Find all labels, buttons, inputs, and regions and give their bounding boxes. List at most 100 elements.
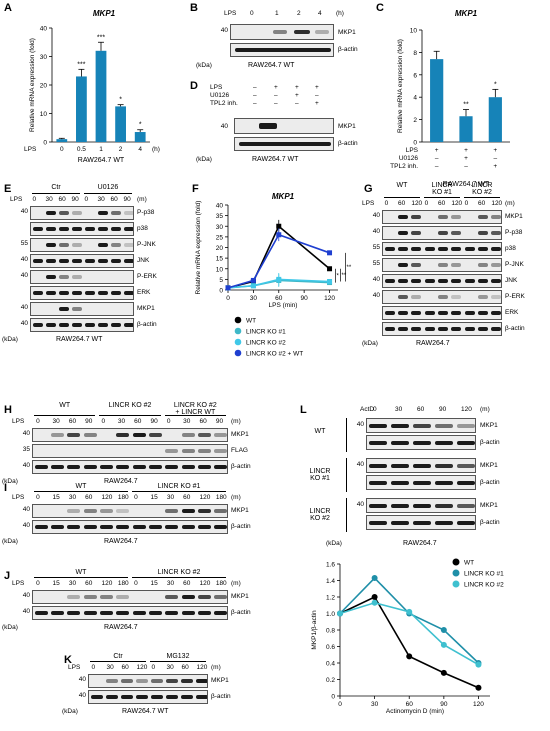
band [148, 611, 163, 615]
band [424, 327, 435, 331]
blot-row [366, 515, 476, 530]
blot-panel-e: Ctr U0126 LPS 0 30 60 90 0 30 60 90 (m) P-p38 p38 P-JN… [0, 180, 190, 390]
x-tick-label: 60 [275, 295, 283, 302]
group-label: LINCR KO #2 + LINCR WT [173, 402, 217, 416]
band [83, 509, 97, 513]
lane-2: 2 [297, 10, 301, 17]
mw-marker: 40 [20, 304, 28, 311]
row-label: MKP1 [480, 462, 498, 469]
condition-mark: + [435, 147, 439, 154]
band [71, 227, 82, 231]
band [45, 227, 56, 231]
data-point [327, 250, 333, 256]
row-label: β-actin [137, 321, 157, 328]
group-underline [164, 415, 226, 416]
band [477, 295, 489, 299]
row-label: β-actin [231, 609, 251, 616]
band [384, 247, 395, 251]
blot-row [382, 322, 502, 336]
bar [488, 97, 502, 142]
lane-label: 15 [150, 494, 158, 501]
blot-mkp1 [230, 24, 334, 40]
band [457, 503, 475, 508]
band [464, 279, 475, 283]
condition-mark: + [493, 163, 497, 170]
lane-label: 120 [101, 580, 113, 587]
y-tick-label: 1.4 [326, 578, 335, 585]
band [58, 291, 69, 295]
lane-label: 30 [166, 580, 175, 587]
blot-row [366, 418, 476, 433]
mark: – [295, 100, 299, 107]
panel-letter-a: A [4, 2, 12, 14]
band [67, 525, 81, 529]
band [214, 595, 227, 599]
data-point [440, 669, 447, 676]
group-label: U0126 [97, 184, 119, 191]
row-label: β-actin [231, 463, 251, 470]
blot-actin [230, 43, 334, 57]
band [391, 463, 409, 468]
band [273, 30, 287, 34]
x-tick-label: 4 [138, 146, 142, 153]
band [97, 211, 108, 215]
band [411, 247, 422, 251]
band [435, 423, 453, 428]
band [437, 247, 449, 251]
lane-label: 120 [411, 200, 423, 207]
blot-row [30, 302, 134, 316]
mw-marker: 55 [20, 240, 28, 247]
band [132, 465, 146, 469]
band [451, 311, 462, 315]
band [397, 279, 409, 283]
data-point [250, 277, 256, 283]
lane-label: 0 [134, 494, 138, 501]
group-underline [84, 193, 132, 194]
band [181, 509, 195, 513]
blot-panel-l: ActD 0 30 60 90 120 (m) WT MKP1 β-actin 40 LINCR KO… [296, 400, 550, 550]
row-label-actin: β-actin [338, 46, 358, 53]
band [437, 279, 449, 283]
band [384, 327, 395, 331]
lane-label: 180 [117, 494, 129, 501]
band [45, 243, 56, 247]
data-point [371, 575, 378, 582]
row-label: MKP1 [231, 431, 249, 438]
y-tick-label: 0.4 [326, 661, 335, 668]
blot-row [32, 444, 228, 458]
band [123, 243, 133, 247]
chart-title: MKP1 [93, 9, 116, 18]
x-tick-label: 0 [226, 295, 230, 302]
band [451, 327, 462, 331]
mw-marker: 40 [22, 462, 30, 469]
x-tick-label: 30 [250, 295, 258, 302]
lane-label: 60 [121, 664, 129, 671]
band [491, 263, 501, 267]
band [435, 520, 453, 525]
group-label: WT [314, 428, 326, 435]
group-underline [132, 491, 226, 492]
kda-label: (kDa) [362, 340, 378, 347]
lane-label: 30 [52, 418, 60, 425]
lane-label: 0 [36, 494, 40, 501]
condition-label: LPS [406, 147, 419, 154]
band [195, 679, 207, 683]
band [413, 480, 431, 485]
kda-label: (kDa) [326, 540, 342, 547]
band [123, 323, 133, 327]
blot-row [366, 458, 476, 473]
group-underline [99, 415, 161, 416]
blot-panel-g: WT LINCR KO #1 LINCR KO #2 LPS 0 60 120 0 60 120 0… [360, 180, 550, 395]
band [197, 611, 212, 615]
y-tick-label: 40 [40, 26, 48, 33]
band [464, 247, 475, 251]
lane-3: 4 [318, 10, 322, 17]
mark: + [315, 100, 319, 107]
row-label: MKP1 [480, 502, 498, 509]
y-tick-label: 0 [413, 140, 417, 147]
mw-marker: 40 [22, 506, 30, 513]
lane-label: 60 [438, 200, 446, 207]
blot-row [382, 258, 502, 272]
band [424, 279, 435, 283]
lane-label: 120 [461, 406, 472, 413]
